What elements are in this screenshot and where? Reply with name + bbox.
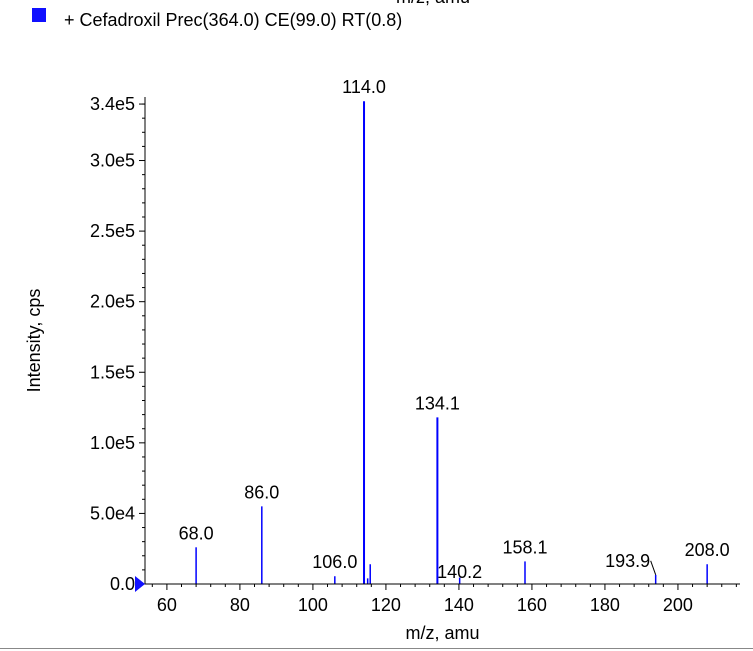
peak-label: 158.1 xyxy=(502,537,547,557)
y-tick-label: 0.0 xyxy=(110,574,135,594)
x-tick-label: 160 xyxy=(517,595,547,615)
peak-label: 114.0 xyxy=(342,77,386,97)
zero-marker-icon xyxy=(135,576,145,592)
y-tick-label: 1.5e5 xyxy=(90,362,135,382)
x-tick-label: 200 xyxy=(663,595,693,615)
y-tick-label: 2.0e5 xyxy=(90,292,135,312)
peaks xyxy=(195,101,708,584)
x-tick-label: 80 xyxy=(230,595,250,615)
peak-label: 208.0 xyxy=(685,540,730,560)
peak-labels: 68.0 86.0 106.0 114.0 134.1 140.2 158.1 193.9 20… xyxy=(179,77,730,582)
y-tick-label: 3.4e5 xyxy=(90,94,135,114)
y-axis-ticks: 0.0 5.0e4 1.0e5 1.5e5 2.0e5 2.5e5 3.0e5 3.4e5 xyxy=(90,94,145,594)
x-tick-label: 180 xyxy=(590,595,620,615)
bottom-rule xyxy=(0,648,753,649)
y-tick-label: 5.0e4 xyxy=(90,503,135,523)
x-axis-title: m/z, amu xyxy=(405,623,479,643)
legend-label: + Cefadroxil Prec(364.0) CE(99.0) RT(0.8… xyxy=(64,10,403,30)
y-tick-label: 2.5e5 xyxy=(90,221,135,241)
peak-leader-line xyxy=(650,560,657,575)
y-tick-label: 1.0e5 xyxy=(90,433,135,453)
peak-label: 86.0 xyxy=(244,482,279,502)
y-axis-title: Intensity, cps xyxy=(24,289,44,393)
peak-label: 68.0 xyxy=(179,523,214,543)
x-tick-label: 100 xyxy=(298,595,328,615)
legend-swatch xyxy=(32,8,46,22)
x-tick-label: 60 xyxy=(157,595,177,615)
x-axis-ticks: 60 80 100 120 140 160 180 200 xyxy=(151,584,737,615)
x-tick-label: 140 xyxy=(444,595,474,615)
peak-label: 193.9 xyxy=(605,551,650,571)
clipped-axis-label: m/z, amu xyxy=(396,0,470,8)
peak-label: 106.0 xyxy=(312,552,357,572)
y-tick-label: 3.0e5 xyxy=(90,151,135,171)
x-tick-label: 120 xyxy=(371,595,401,615)
peak-label: 134.1 xyxy=(415,393,460,413)
peak-label: 140.2 xyxy=(437,562,482,582)
